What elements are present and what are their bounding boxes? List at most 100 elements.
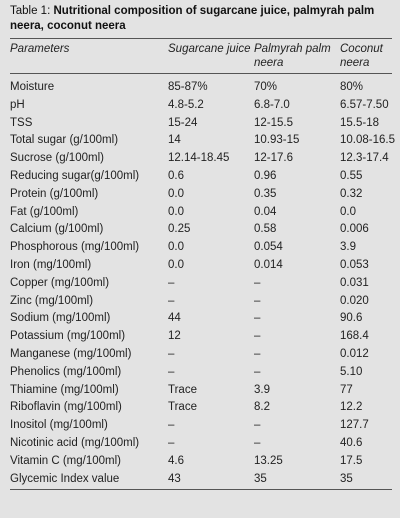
cell-parameter: Zinc (mg/100ml): [10, 294, 94, 307]
cell-parameter: Moisture: [10, 81, 55, 93]
cell-sugarcane: 85-87%: [168, 81, 208, 93]
table-row: Calcium (g/100ml) 0.25 0.58 0.006: [10, 221, 392, 239]
caption-prefix: Table 1:: [10, 5, 54, 17]
bottom-rule: [10, 489, 392, 491]
cell-coconut: 127.7: [340, 419, 369, 432]
cell-coconut: 0.012: [340, 347, 369, 360]
cell-palmyrah: 0.96: [254, 169, 277, 182]
cell-coconut: 77: [340, 383, 353, 396]
cell-coconut: 80%: [340, 81, 364, 93]
cell-parameter: Sodium (mg/100ml): [10, 312, 111, 325]
header-parameters: Parameters: [10, 43, 70, 55]
cell-coconut: 15.5-18: [340, 116, 380, 129]
table-row: Vitamin C (mg/100ml) 4.6 13.25 17.5: [10, 453, 392, 471]
table-row: Moisture 85-87% 70% 80%: [10, 74, 392, 97]
cell-palmyrah: 12-17.6: [254, 152, 294, 165]
cell-coconut: 0.053: [340, 258, 369, 271]
cell-parameter: Total sugar (g/100ml): [10, 134, 119, 147]
cell-parameter: Potassium (mg/100ml): [10, 330, 126, 343]
cell-sugarcane: 0.0: [168, 241, 184, 254]
cell-palmyrah: –: [254, 365, 261, 378]
cell-sugarcane: 4.8-5.2: [168, 98, 204, 111]
cell-palmyrah: –: [254, 419, 261, 432]
cell-sugarcane: Trace: [168, 401, 197, 414]
cell-sugarcane: 14: [168, 134, 181, 147]
cell-palmyrah: 8.2: [254, 401, 270, 414]
table-row: Glycemic Index value 43 35 35: [10, 471, 392, 489]
cell-sugarcane: –: [168, 365, 175, 378]
cell-sugarcane: 0.0: [168, 205, 184, 218]
cell-parameter: Phenolics (mg/100ml): [10, 365, 122, 378]
cell-parameter: Thiamine (mg/100ml): [10, 383, 119, 396]
cell-parameter: Inositol (mg/100ml): [10, 419, 108, 432]
table-row: Total sugar (g/100ml) 14 10.93-15 10.08-16.…: [10, 132, 395, 150]
cell-palmyrah: 0.054: [254, 241, 283, 254]
table-row: Nicotinic acid (mg/100ml) – – 40.6: [10, 435, 392, 453]
table-row: Zinc (mg/100ml) – – 0.020: [10, 293, 392, 311]
cell-parameter: TSS: [10, 116, 33, 129]
cell-sugarcane: –: [168, 419, 175, 432]
cell-parameter: Sucrose (g/100ml): [10, 152, 104, 165]
cell-parameter: Copper (mg/100ml): [10, 276, 110, 289]
cell-coconut: 0.031: [340, 276, 369, 289]
header-palmyrah: Palmyrah palm neera: [254, 43, 331, 69]
cell-parameter: Vitamin C (mg/100ml): [10, 454, 121, 467]
cell-coconut: 5.10: [340, 365, 363, 378]
cell-palmyrah: 35: [254, 472, 267, 485]
cell-coconut: 12.2: [340, 401, 363, 414]
cell-palmyrah: 13.25: [254, 454, 283, 467]
cell-coconut: 0.0: [340, 205, 356, 218]
cell-palmyrah: 0.014: [254, 258, 283, 271]
cell-palmyrah: 6.8-7.0: [254, 98, 290, 111]
table-caption: Table 1: Nutritional composition of suga…: [10, 4, 392, 34]
table-row: Copper (mg/100ml) – – 0.031: [10, 275, 392, 293]
cell-coconut: 3.9: [340, 241, 356, 254]
cell-coconut: 0.020: [340, 294, 369, 307]
cell-palmyrah: –: [254, 330, 261, 343]
cell-sugarcane: 12: [168, 330, 181, 343]
cell-palmyrah: –: [254, 347, 261, 360]
cell-sugarcane: 43: [168, 472, 181, 485]
cell-coconut: 12.3-17.4: [340, 152, 389, 165]
table-row: pH 4.8-5.2 6.8-7.0 6.57-7.50: [10, 97, 392, 115]
table-row: Sodium (mg/100ml) 44 – 90.6: [10, 310, 392, 328]
cell-sugarcane: 0.0: [168, 187, 184, 200]
cell-parameter: Protein (g/100ml): [10, 187, 99, 200]
cell-palmyrah: 0.04: [254, 205, 277, 218]
cell-parameter: Manganese (mg/100ml): [10, 347, 132, 360]
cell-sugarcane: 12.14-18.45: [168, 152, 230, 165]
cell-coconut: 90.6: [340, 312, 363, 325]
cell-palmyrah: 70%: [254, 81, 278, 93]
cell-palmyrah: –: [254, 436, 261, 449]
table-body: Moisture 85-87% 70% 80% pH 4.8-5.2 6.8-7.0 6.57…: [10, 74, 395, 489]
table-row: Manganese (mg/100ml) – – 0.012: [10, 346, 392, 364]
table-row: Sucrose (g/100ml) 12.14-18.45 12-17.6 12.3-…: [10, 150, 392, 168]
header-sugarcane: Sugarcane juice: [168, 43, 251, 55]
table-row: Phenolics (mg/100ml) – – 5.10: [10, 364, 392, 382]
cell-sugarcane: 44: [168, 312, 181, 325]
header-row: Parameters Sugarcane juice Palmyrah palm…: [10, 39, 392, 74]
cell-coconut: 6.57-7.50: [340, 98, 389, 111]
cell-coconut: 0.32: [340, 187, 363, 200]
cell-palmyrah: –: [254, 294, 261, 307]
cell-sugarcane: Trace: [168, 383, 197, 396]
table-row: TSS 15-24 12-15.5 15.5-18: [10, 115, 392, 133]
cell-palmyrah: –: [254, 312, 261, 325]
cell-parameter: Calcium (g/100ml): [10, 223, 104, 236]
caption-title: Nutritional composition of sugarcane jui…: [10, 5, 375, 32]
nutrition-table: Parameters Sugarcane juice Palmyrah palm…: [10, 39, 395, 489]
cell-parameter: Phosphorous (mg/100ml): [10, 241, 140, 254]
cell-sugarcane: 0.0: [168, 258, 184, 271]
cell-coconut: 0.55: [340, 169, 363, 182]
cell-sugarcane: 0.25: [168, 223, 191, 236]
table-row: Thiamine (mg/100ml) Trace 3.9 77: [10, 382, 392, 400]
cell-coconut: 168.4: [340, 330, 369, 343]
cell-coconut: 17.5: [340, 454, 363, 467]
cell-parameter: pH: [10, 98, 25, 111]
cell-parameter: Riboflavin (mg/100ml): [10, 401, 122, 414]
cell-palmyrah: –: [254, 276, 261, 289]
cell-palmyrah: 0.35: [254, 187, 277, 200]
cell-parameter: Iron (mg/100ml): [10, 258, 92, 271]
table-row: Reducing sugar(g/100ml) 0.6 0.96 0.55: [10, 168, 392, 186]
